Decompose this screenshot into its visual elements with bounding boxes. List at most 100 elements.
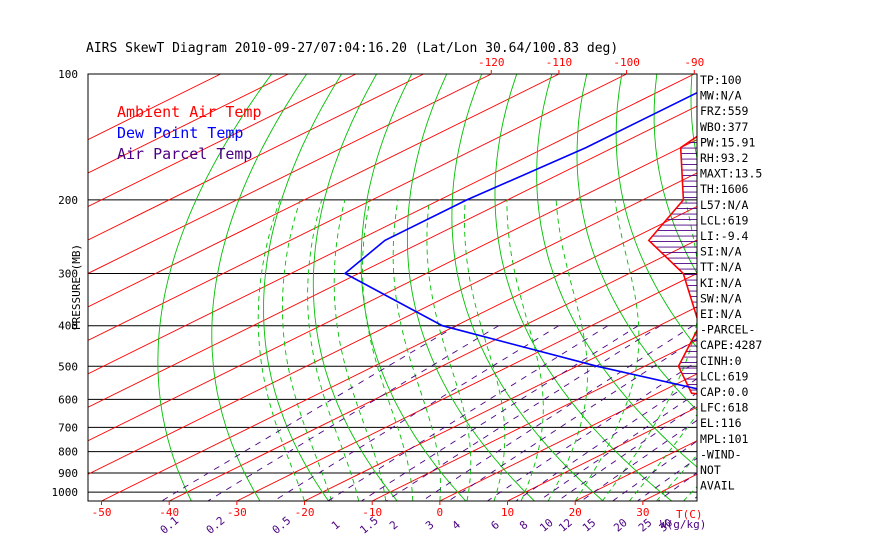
dry-adiabat: [536, 74, 697, 468]
mixing-ratio-tick: 6: [488, 518, 501, 532]
pressure-tick-600: 600: [58, 393, 78, 406]
isotherm: [507, 406, 697, 501]
cape-hatch: [649, 136, 697, 391]
dry-adiabat: [576, 74, 697, 411]
moist-adiabat: [257, 199, 305, 501]
mixing-ratio-tick: 4: [450, 518, 464, 532]
dry-adiabat: [832, 74, 870, 501]
mixing-ratio-line: [657, 472, 697, 501]
isotherm: [88, 74, 627, 341]
legend: Ambient Air Temp Dew Point Temp Air Parc…: [117, 103, 262, 163]
index-row: LI:-9.4: [700, 229, 749, 243]
pressure-tick-500: 500: [58, 360, 78, 373]
pressure-tick-100: 100: [58, 68, 78, 81]
index-row: TH:1606: [700, 182, 749, 196]
index-row: CINH:0: [700, 354, 742, 368]
dry-adiabat: [494, 74, 672, 501]
isotherm: [88, 74, 695, 375]
pressure-tick-400: 400: [58, 320, 78, 333]
index-row: TT:N/A: [700, 260, 742, 274]
legend-air-parcel-temp: Air Parcel Temp: [117, 145, 252, 163]
isotherm: [778, 74, 870, 501]
bottom-temp-tick: 0: [437, 506, 444, 519]
mixing-ratio-line: [273, 325, 560, 501]
dry-adiabat: [797, 74, 870, 501]
plot-frame: [87, 73, 698, 502]
isotherm: [169, 239, 697, 501]
index-row: CAP:0.0: [700, 385, 749, 399]
index-row: MW:N/A: [700, 89, 742, 103]
bottom-temp-tick: -30: [227, 506, 247, 519]
bottom-temp-tick: 10: [501, 506, 514, 519]
mixing-ratio-line: [538, 392, 697, 501]
plot-lines: [88, 74, 870, 501]
mixing-ratio-tick: 0.5: [270, 514, 294, 537]
isotherm: [88, 74, 492, 274]
dry-adiabat: [360, 74, 467, 501]
dry-adiabat: [312, 74, 398, 501]
pressure-tick-900: 900: [58, 467, 78, 480]
dry-adiabat: [451, 74, 604, 501]
mixing-ratio-line: [161, 325, 457, 501]
ambient-air-temp-line: [647, 135, 697, 395]
moist-adiabat: [426, 199, 472, 501]
moist-adiabat: [281, 199, 333, 501]
isotherm: [101, 206, 697, 501]
mixing-ratio-tick: 8: [517, 518, 530, 532]
index-row: WBO:377: [700, 120, 749, 134]
mixing-ratio-tick: 2: [387, 518, 400, 532]
isotherm: [88, 74, 289, 174]
moist-adiabat: [307, 199, 360, 501]
index-row: FRZ:559: [700, 104, 749, 118]
index-row: MPL:101: [700, 432, 749, 446]
index-row: -PARCEL-: [700, 323, 755, 337]
index-row: EI:N/A: [700, 307, 742, 321]
isotherm: [236, 272, 697, 501]
dry-adiabat: [157, 74, 272, 501]
mixing-ratio-tick: 3: [423, 518, 436, 532]
mixing-ratio-tick: 10: [537, 516, 556, 534]
moist-adiabat: [574, 199, 640, 501]
isotherm: [88, 74, 357, 208]
isotherm: [439, 373, 697, 501]
legend-ambient-air-temp: Ambient Air Temp: [117, 103, 262, 121]
moist-adiabat: [333, 199, 387, 501]
pressure-tick-800: 800: [58, 446, 78, 459]
index-row: LCL:619: [700, 369, 749, 383]
bottom-temp-tick: -10: [362, 506, 382, 519]
moist-adiabat: [392, 199, 441, 501]
index-row: EL:116: [700, 416, 742, 430]
dry-adiabat: [263, 74, 342, 501]
pressure-tick-300: 300: [58, 268, 78, 281]
top-temp-tick: -90: [684, 56, 704, 69]
mixing-ratio-line: [448, 337, 697, 501]
isotherm: [88, 74, 424, 241]
mixing-ratio-line: [515, 378, 697, 501]
index-row: LCL:619: [700, 213, 749, 227]
index-row: AVAIL: [700, 479, 735, 493]
mixing-ratio-tick: 0.2: [204, 514, 228, 537]
isotherm: [304, 306, 697, 501]
mixing-ratio-line: [327, 325, 609, 501]
pressure-tick-700: 700: [58, 421, 78, 434]
index-row: PW:15.91: [700, 135, 755, 149]
moist-adiabat: [506, 199, 544, 501]
dry-adiabat: [615, 74, 697, 349]
index-row: RH:93.2: [700, 151, 748, 165]
index-row: L57:N/A: [700, 198, 749, 212]
index-row: -WIND-: [700, 447, 742, 461]
top-temp-tick: -100: [613, 56, 640, 69]
mixing-ratio-line: [557, 404, 697, 501]
mixing-ratio-tick: 15: [580, 516, 599, 534]
isotherm: [642, 473, 697, 501]
isotherm: [372, 339, 697, 501]
x-axis-unit-label: T(C): [676, 508, 703, 521]
mixing-ratio-line: [487, 360, 697, 501]
moist-adiabat: [464, 199, 506, 501]
top-temp-tick: -110: [546, 56, 573, 69]
mixing-ratio-line: [361, 325, 639, 501]
pressure-tick-1000: 1000: [52, 486, 79, 499]
mixing-ratio-tick: 1: [329, 518, 342, 532]
index-row: KI:N/A: [700, 276, 742, 290]
